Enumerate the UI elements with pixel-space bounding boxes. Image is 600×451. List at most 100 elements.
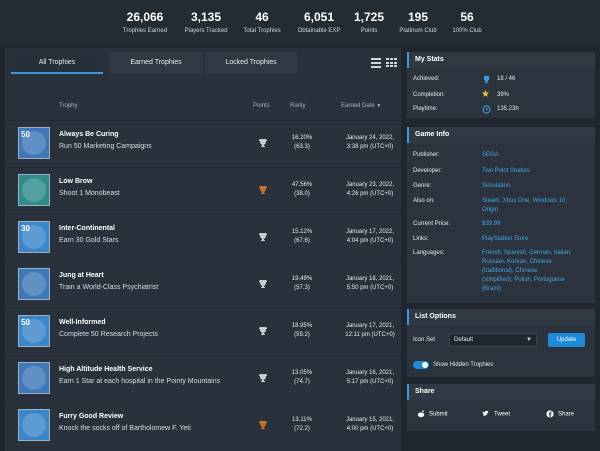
column-points[interactable]: Points: [253, 103, 270, 109]
earned-date: January 17, 2021,: [345, 323, 395, 329]
list-view-icon[interactable]: [371, 58, 381, 68]
publisher-link[interactable]: SEGA: [482, 152, 499, 158]
earned-time: 4:00 pm (UTC+0): [346, 426, 394, 432]
earned-time: 12:11 pm (UTC+0): [345, 332, 395, 338]
trophy-row[interactable]: 30 Inter-Continental Earn 30 Gold Stars 15.…: [5, 214, 401, 258]
trophy-art: [22, 131, 46, 155]
genre-label: Genre:: [413, 183, 432, 189]
languages-line[interactable]: Russian, Korean, Chinese: [482, 259, 552, 265]
stat-label: Platinum Club: [399, 28, 437, 34]
trophy-image: 50: [18, 127, 50, 159]
languages-line[interactable]: French, Spanish, German, Italian,: [482, 250, 572, 256]
trophy-row[interactable]: High Altitude Health Service Earn 1 Star …: [5, 355, 401, 399]
tweet-label: Tweet: [494, 411, 511, 418]
achieved-label: Achieved:: [413, 76, 440, 82]
links-label: Links:: [413, 236, 429, 242]
earned-time: 4:26 pm (UTC+0): [346, 191, 394, 197]
sort-desc-icon: ▼: [376, 103, 382, 109]
silver-trophy-icon: [259, 374, 267, 382]
twitter-icon: [482, 410, 489, 416]
rarity-percent: 13.05%: [291, 370, 313, 376]
show-hidden-toggle[interactable]: [413, 361, 429, 369]
trophy-name[interactable]: Jung at Heart: [59, 272, 104, 279]
stat-label: Players Tracked: [184, 28, 228, 34]
languages-label: Languages:: [413, 250, 445, 256]
list-options-title: List Options: [407, 309, 595, 325]
tab-locked-trophies[interactable]: Locked Trophies: [205, 52, 297, 74]
trophy-description: Earn 30 Gold Stars: [59, 237, 119, 244]
languages-line[interactable]: (simplified), Polish, Portuguese: [482, 277, 565, 283]
trophy-name[interactable]: Well-Informed: [59, 319, 106, 326]
trophy-rarity: 47.56% (38.0): [287, 181, 317, 199]
trophy-description: Shoot 1 Monobeast: [59, 190, 120, 197]
update-button[interactable]: Update: [548, 333, 585, 347]
icon-set-select[interactable]: Default ▼: [449, 333, 537, 347]
earned-time: 4:04 pm (UTC+0): [346, 238, 394, 244]
playstation-store-link[interactable]: PlayStation Store: [482, 236, 529, 242]
stat-label: Total Trophies: [243, 28, 281, 34]
rarity-percent: 15.12%: [291, 229, 313, 235]
price-value[interactable]: $39.99: [482, 221, 501, 227]
stat-label: Points: [360, 28, 378, 34]
facebook-share-button[interactable]: Share: [546, 410, 574, 418]
column-trophy: Trophy: [59, 103, 78, 109]
rarity-ratio: (57.3): [294, 285, 310, 291]
trophy-row[interactable]: Low Brow Shoot 1 Monobeast 47.56% (38.0) Jan…: [5, 167, 401, 211]
languages-line[interactable]: (Brazil): [482, 286, 501, 292]
trophy-rarity: 19.49% (57.3): [287, 275, 317, 293]
also-on-origin-link[interactable]: Origin: [482, 207, 499, 213]
trophy-row[interactable]: 50 Well-Informed Complete 50 Research Proj…: [5, 308, 401, 352]
earned-time: 3:38 pm (UTC+0): [346, 144, 394, 150]
stat-label: Trophies Earned: [122, 28, 168, 34]
trophy-earned-date: January 24, 2022, 3:38 pm (UTC+0): [339, 134, 401, 152]
trophy-art: [22, 178, 46, 202]
trophy-description: Complete 50 Research Projects: [59, 331, 158, 338]
stat-value: 46: [255, 10, 269, 24]
trophy-art: [22, 319, 46, 343]
developer-link[interactable]: Two Point Studios: [482, 168, 531, 174]
achieved-value: 18 / 46: [497, 76, 516, 82]
trophy-row[interactable]: Furry Good Review Knock the socks off of …: [5, 402, 401, 446]
trophy-art: [22, 413, 46, 437]
earned-date: January 23, 2022,: [345, 182, 395, 188]
trophy-row[interactable]: 50 Always Be Curing Run 50 Marketing Campa…: [5, 120, 401, 164]
trophy-rarity: 16.20% (63.3): [287, 134, 317, 152]
genre-link[interactable]: Simulation: [482, 183, 511, 189]
rarity-percent: 13.11%: [292, 417, 312, 423]
stat-value: 195: [407, 10, 429, 24]
stat-label: Obtainable EXP: [297, 28, 341, 34]
stat-100-club: 56 100% Club: [446, 10, 488, 36]
completion-label: Completion:: [413, 92, 446, 98]
column-earned-date[interactable]: Earned Date ▼: [341, 103, 381, 109]
trophy-name[interactable]: High Altitude Health Service: [59, 366, 153, 373]
tweet-button[interactable]: Tweet: [482, 410, 510, 418]
trophy-earned-date: January 17, 2021, 12:11 pm (UTC+0): [339, 322, 401, 340]
trophy-art: [22, 225, 46, 249]
languages-line[interactable]: (traditional), Chinese: [482, 268, 538, 274]
reddit-submit-label: Submit: [429, 411, 448, 418]
my-stats-title: My Stats: [407, 52, 595, 68]
stat-total-trophies: 46 Total Trophies: [236, 10, 288, 36]
trophy-icon: [483, 75, 490, 84]
stat-points: 1,725 Points: [350, 10, 388, 36]
trophy-row[interactable]: Jung at Heart Train a World-Class Psychia…: [5, 261, 401, 305]
also-on-links[interactable]: Steam, Xbox One, Windows 10,: [482, 198, 568, 204]
trophy-image: 50: [18, 315, 50, 347]
trophy-name[interactable]: Furry Good Review: [59, 413, 124, 420]
trophy-description: Run 50 Marketing Campaigns: [59, 143, 152, 150]
reddit-submit-button[interactable]: Submit: [417, 410, 448, 418]
tab-earned-trophies[interactable]: Earned Trophies: [109, 52, 203, 74]
facebook-icon: [546, 410, 554, 418]
grid-view-icon[interactable]: [386, 58, 397, 68]
trophy-name[interactable]: Low Brow: [59, 178, 93, 185]
rarity-percent: 18.95%: [291, 323, 313, 329]
trophy-name[interactable]: Always Be Curing: [59, 131, 119, 138]
column-rarity[interactable]: Rarity: [290, 103, 306, 109]
completion-value: 39%: [497, 92, 510, 98]
earned-date: January 15, 2021,: [345, 417, 395, 423]
trophy-name[interactable]: Inter-Continental: [59, 225, 115, 232]
trophy-art: [22, 272, 46, 296]
chevron-down-icon: ▼: [526, 337, 532, 343]
trophy-image: [18, 409, 50, 441]
tab-all-trophies[interactable]: All Trophies: [11, 52, 103, 74]
